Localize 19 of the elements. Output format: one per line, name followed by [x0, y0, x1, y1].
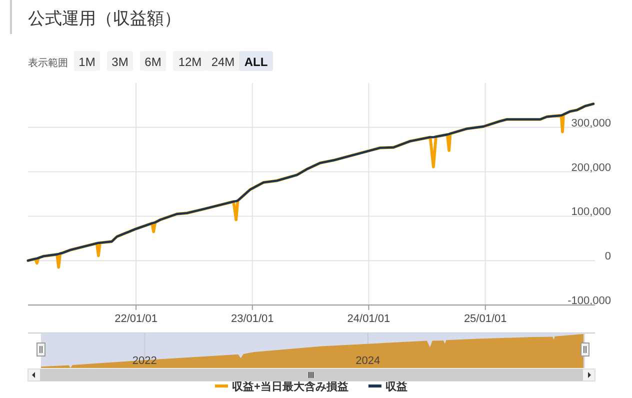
x-tick-label: 25/01/01 — [464, 313, 507, 325]
title: 公式運用（収益額） — [28, 9, 181, 28]
text: 6M — [144, 55, 162, 69]
text: 表示範囲 — [28, 57, 68, 69]
text: ALL — [244, 55, 268, 69]
x-tick-label: 22/01/01 — [114, 313, 158, 325]
text: 3M — [112, 55, 128, 69]
text: 24M — [211, 55, 235, 69]
x-tick-label: 23/01/01 — [230, 313, 274, 325]
x-tick-label: 24/01/01 — [347, 313, 390, 325]
text: 12M — [178, 55, 202, 69]
text: 1M — [78, 55, 96, 69]
y-tick-label: -100,000 — [568, 295, 611, 307]
x-tick-label: 2024 — [356, 355, 380, 367]
legend-label: 収益 — [385, 380, 408, 393]
y-tick-label: 200,000 — [571, 162, 611, 174]
y-tick-label: 0 — [604, 250, 611, 263]
y-tick-label: 300,000 — [571, 117, 611, 130]
y-tick-label: 100,000 — [571, 206, 611, 218]
